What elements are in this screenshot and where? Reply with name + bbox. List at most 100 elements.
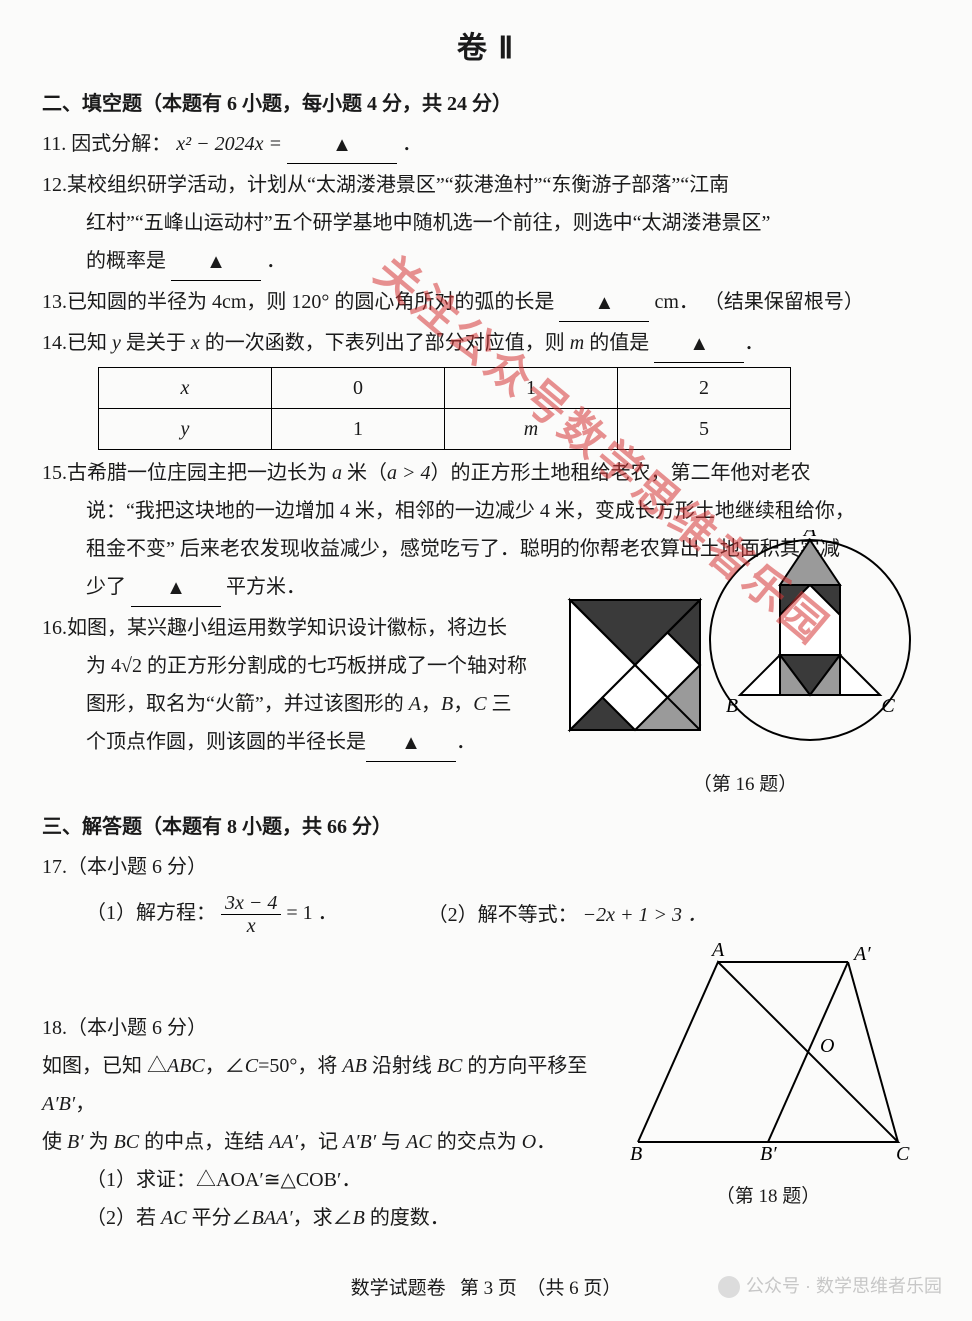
t: 的中点，连结 <box>139 1131 269 1153</box>
q12-l3: 的概率是 ▲ ． <box>42 242 930 281</box>
footer-left: 数学试题卷 <box>351 1278 446 1299</box>
frac-num: 3x − 4 <box>221 892 281 915</box>
apbp: A′B′ <box>42 1093 75 1115</box>
baap: BAA′ <box>252 1207 293 1229</box>
cell: y <box>99 409 272 450</box>
o: O <box>522 1131 536 1153</box>
q16-l1: 如图，某兴趣小组运用数学知识设计徽标，将边长 <box>67 617 507 639</box>
comma: ， <box>421 693 441 715</box>
question-18: 18.（本小题 6 分） 如图，已知 △ABC，∠C=50°，将 AB 沿射线 … <box>42 1009 642 1237</box>
q13-unit: cm． <box>654 291 698 313</box>
t: ，∠ <box>205 1055 245 1077</box>
figure-18: A A′ O B B′ C （第 18 题） <box>618 942 918 1215</box>
q14-table: x 0 1 2 y 1 m 5 <box>98 367 791 450</box>
triangle-icon: ▲ <box>689 333 709 355</box>
q18-l2: 使 B′ 为 BC 的中点，连结 AA′，记 A′B′ 与 AC 的交点为 O． <box>42 1123 642 1161</box>
question-14: 14.已知 y 是关于 x 的一次函数，下表列出了部分对应值，则 m 的值是 ▲… <box>42 324 930 450</box>
aap: AA′ <box>269 1131 298 1153</box>
t: 的度数． <box>365 1207 450 1229</box>
label-o: O <box>820 1035 834 1057</box>
t: 使 <box>42 1131 67 1153</box>
q18-points: （本小题 6 分） <box>67 1017 207 1039</box>
label-b: B <box>630 1143 642 1162</box>
footer-right: （共 6 页） <box>526 1278 621 1299</box>
label-c: C <box>881 695 895 717</box>
q18-l1: 如图，已知 △ABC，∠C=50°，将 AB 沿射线 BC 的方向平移至 A′B… <box>42 1047 642 1123</box>
q15-l1a: 古希腊一位庄园主把一边长为 <box>67 462 332 484</box>
bc2: BC <box>114 1131 140 1153</box>
q14-t2: 是关于 <box>121 332 191 354</box>
label-b: B <box>726 695 738 717</box>
table-row: x 0 1 2 <box>99 368 791 409</box>
cell: m <box>445 409 618 450</box>
q16-l3b: 三 <box>487 693 512 715</box>
q16-l2b: 的正方形分割成的七巧板拼成了一个轴对称 <box>142 655 527 677</box>
fraction: 3x − 4 x <box>221 892 281 937</box>
t: 为 <box>84 1131 114 1153</box>
frac-den: x <box>221 915 281 937</box>
question-11: 11. 因式分解： x² − 2024x = ▲ ． <box>42 125 930 164</box>
cell: 2 <box>618 368 791 409</box>
triangle-icon: ▲ <box>332 134 352 156</box>
table-row: y 1 m 5 <box>99 409 791 450</box>
c: C <box>245 1055 258 1077</box>
q17-parts: （1）解方程： 3x − 4 x = 1 ． （2）解不等式： −2x + 1 … <box>86 892 930 937</box>
q18-p1: （1）求证：△AOA′≅△COB′． <box>42 1161 642 1199</box>
var-m: m <box>570 332 584 354</box>
q11-blank: ▲ <box>287 125 397 164</box>
lbl-c: C <box>473 693 486 715</box>
bc: BC <box>437 1055 463 1077</box>
t: ，记 <box>298 1131 343 1153</box>
var-a: a <box>332 462 342 484</box>
triangle-icon: ▲ <box>206 251 226 273</box>
q13-t1: 已知圆的半径为 4cm，则 120° 的圆心角所对的弧的长是 <box>67 291 554 313</box>
q17-p1-label: （1）解方程： <box>86 902 216 924</box>
t: 的方向平移至 <box>462 1055 587 1077</box>
question-16: 16.如图，某兴趣小组运用数学知识设计徽标，将边长 为 4√2 的正方形分割成的… <box>42 609 562 762</box>
q12-l2: 红村”“五峰山运动村”五个研学基地中随机选一个前往，则选中“太湖溇港景区” <box>42 204 930 242</box>
q11-punct: ． <box>402 133 422 155</box>
t: ，求∠ <box>293 1207 353 1229</box>
q14-punct: ． <box>744 332 764 354</box>
bp: B′ <box>67 1131 84 1153</box>
q18-svg: A A′ O B B′ C <box>618 942 918 1162</box>
q17-points: （本小题 6 分） <box>67 856 207 878</box>
ac: AC <box>406 1131 432 1153</box>
t: 沿射线 <box>367 1055 437 1077</box>
cell: 5 <box>618 409 791 450</box>
triangle-icon: ▲ <box>401 732 421 754</box>
question-13: 13.已知圆的半径为 4cm，则 120° 的圆心角所对的弧的长是 ▲ cm． … <box>42 283 930 322</box>
q15-l4a: 少了 <box>86 576 126 598</box>
t: 与 <box>376 1131 406 1153</box>
section-2-heading: 二、填空题（本题有 6 小题，每小题 4 分，共 24 分） <box>42 85 930 123</box>
q15-blank: ▲ <box>131 568 221 607</box>
q16-l4: 个顶点作圆，则该圆的半径长是 ▲ ． <box>42 723 562 762</box>
b: B <box>353 1207 365 1229</box>
q15-l1b: 米（ <box>342 462 387 484</box>
ac2: AC <box>161 1207 187 1229</box>
question-17: 17.（本小题 6 分） （1）解方程： 3x − 4 x = 1 ． （2）解… <box>42 848 930 937</box>
q16-l2: 为 4√2 的正方形分割成的七巧板拼成了一个轴对称 <box>42 647 562 685</box>
label-a: A <box>802 530 817 541</box>
q16-punct: ． <box>456 731 476 753</box>
lbl-a: A <box>409 693 421 715</box>
t: （2）若 <box>86 1207 161 1229</box>
t: 平分∠ <box>187 1207 252 1229</box>
q16-l4a: 个顶点作圆，则该圆的半径长是 <box>86 731 366 753</box>
figure-18-caption: （第 18 题） <box>618 1179 918 1215</box>
t: =50°，将 <box>258 1055 342 1077</box>
label-c: C <box>896 1143 910 1162</box>
var-y: y <box>112 332 121 354</box>
q15-l1c: ）的正方形土地租给老农，第二年他对老农 <box>431 462 811 484</box>
question-12: 12.某校组织研学活动，计划从“太湖溇港景区”“荻港渔村”“东衡游子部落”“江南… <box>42 166 930 281</box>
var-x: x <box>191 332 200 354</box>
q18-label: 18. <box>42 1017 67 1039</box>
q16-l3: 图形，取名为“火箭”，并过该图形的 A，B，C 三 <box>42 685 562 723</box>
q15-l2: 说：“我把这块地的一边增加 4 米，相邻的一边减少 4 米，变成长方形土地继续租… <box>42 492 930 530</box>
q12-punct: ． <box>266 250 286 272</box>
q15-l4b: 平方米． <box>226 576 306 598</box>
apbp2: A′B′ <box>343 1131 376 1153</box>
q16-label: 16. <box>42 617 67 639</box>
q12-blank: ▲ <box>171 242 261 281</box>
watermark-footer-text: 公众号 · 数学思维者乐园 <box>746 1276 942 1296</box>
